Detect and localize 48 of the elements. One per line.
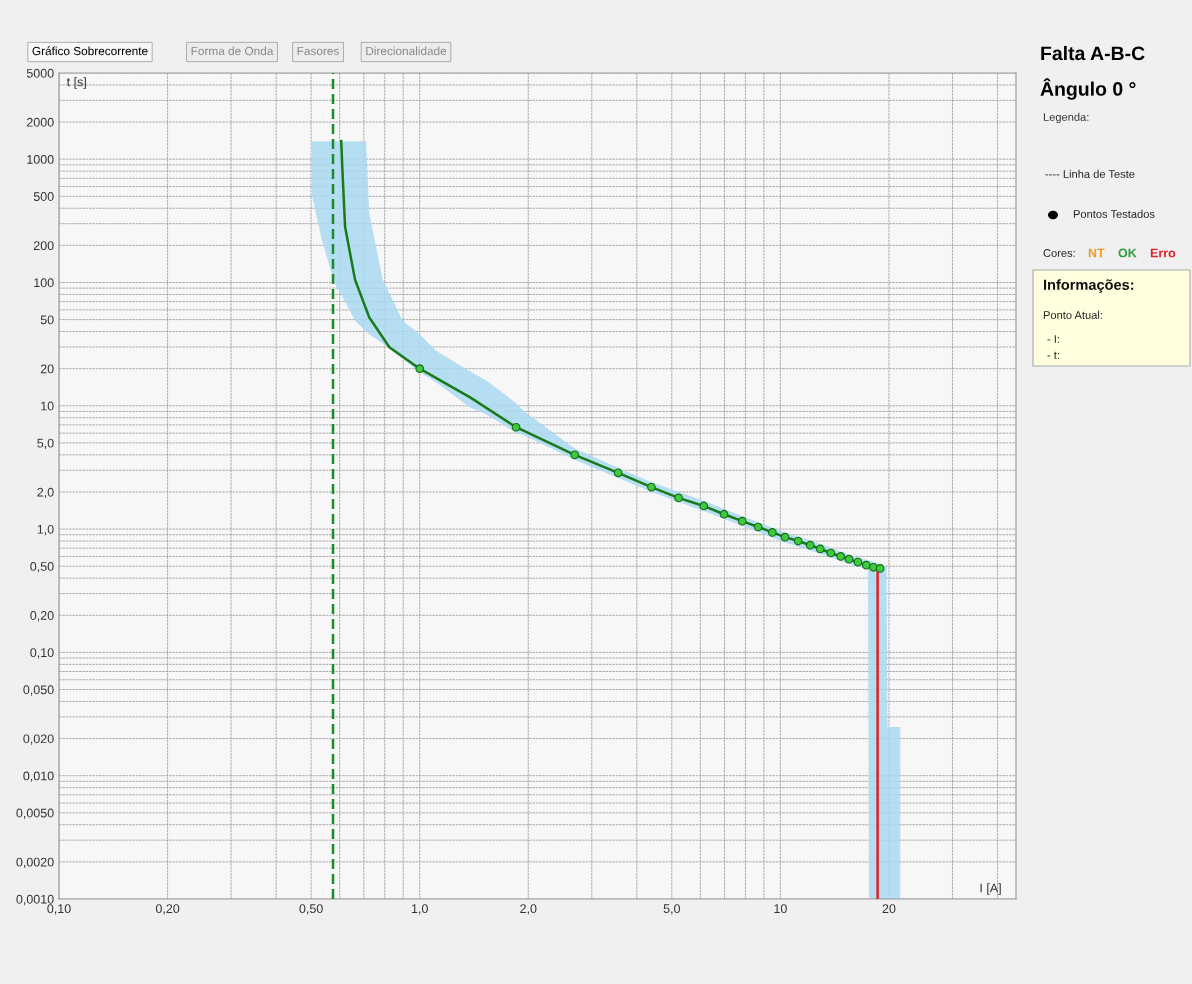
x-tick-label: 5,0	[663, 904, 681, 915]
x-tick-label: 2,0	[520, 904, 537, 915]
text: - I:	[1047, 335, 1059, 343]
text: Ângulo 0 °	[1040, 78, 1136, 100]
text: Pontos Testados	[1073, 209, 1155, 218]
x-tick-label: 0,50	[299, 904, 323, 915]
x-tick-label: 20	[882, 904, 896, 914]
y-tick-label: 0,0010	[16, 894, 54, 906]
y-tick-label: 0,020	[23, 734, 54, 745]
y-axis-title: t [s]	[66, 77, 86, 89]
y-tick-label: 100	[34, 278, 54, 288]
text: Cores:	[1043, 249, 1075, 257]
text: ---- Linha de Teste	[1045, 169, 1135, 178]
y-tick-label: 0,0050	[16, 808, 54, 819]
y-tick-label: 0,010	[23, 771, 54, 782]
x-tick-label: 1,0	[411, 904, 428, 915]
x-axis-title: I [A]	[980, 883, 1001, 895]
text: Legenda:	[1043, 112, 1089, 124]
text: Direcionalidade	[366, 46, 447, 56]
text: Falta A-B-C	[1041, 45, 1145, 61]
y-tick-label: 10	[41, 401, 54, 411]
text: Erro	[1150, 248, 1176, 258]
y-tick-label: 0,50	[30, 562, 54, 573]
x-tick-label: 0,20	[155, 904, 180, 915]
text: NT	[1088, 248, 1105, 258]
x-tick-label: 0,10	[47, 904, 71, 915]
text: - t:	[1047, 351, 1059, 359]
text: Forma de Onda	[191, 46, 274, 56]
text: OK	[1118, 248, 1137, 258]
y-tick-label: 50	[40, 315, 54, 325]
y-tick-label: 200	[33, 241, 54, 251]
y-tick-label: 0,0020	[16, 857, 54, 869]
text: Fasores	[297, 46, 339, 56]
y-tick-label: 20	[40, 364, 54, 374]
text: Ponto Atual:	[1043, 310, 1102, 319]
y-tick-label: 0,050	[23, 685, 54, 696]
text: Gráfico Sobrecorrente	[32, 46, 148, 56]
x-tick-label: 10	[774, 904, 787, 914]
y-tick-label: 1000	[27, 154, 54, 164]
y-tick-label: 0,10	[30, 648, 54, 659]
y-tick-label: 0,20	[30, 611, 54, 622]
y-tick-label: 500	[33, 192, 54, 201]
text: Informações:	[1043, 279, 1134, 293]
y-tick-label: 5000	[26, 68, 54, 78]
y-tick-label: 1,0	[37, 524, 54, 536]
y-tick-label: 5,0	[37, 438, 54, 450]
y-tick-label: 2000	[26, 117, 54, 127]
y-tick-label: 2,0	[37, 487, 54, 499]
